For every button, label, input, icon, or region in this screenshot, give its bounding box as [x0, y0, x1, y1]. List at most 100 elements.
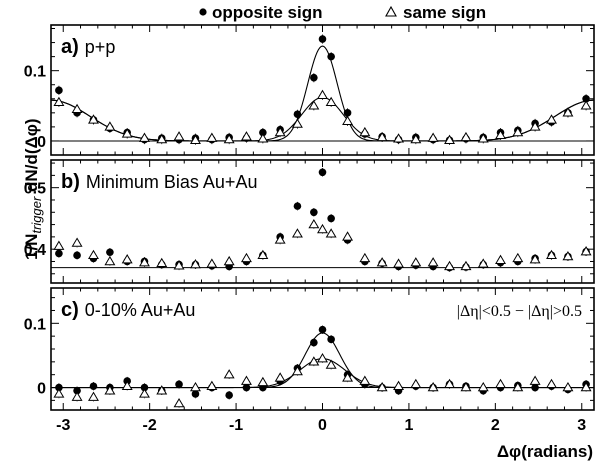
- point-same-sign: [512, 381, 524, 392]
- point-opposite-sign: [106, 248, 114, 257]
- point-opposite-sign: [343, 109, 352, 117]
- point-same-sign: [189, 134, 201, 144]
- point-opposite-sign: [318, 168, 327, 177]
- fit-curve: [51, 358, 594, 389]
- point-opposite-sign: [310, 338, 318, 347]
- point-opposite-sign: [55, 86, 63, 95]
- y-axis-label-suffix: dN/d(Δφ): [22, 118, 41, 196]
- y-tick-label: 0.1: [24, 316, 46, 333]
- point-same-sign: [359, 126, 371, 137]
- point-same-sign: [104, 385, 116, 395]
- point-opposite-sign: [89, 382, 98, 391]
- point-same-sign: [444, 260, 456, 271]
- point-same-sign: [308, 218, 320, 229]
- panel-annotation: |Δη|<0.5 − |Δη|>0.5: [457, 303, 582, 320]
- point-same-sign: [189, 258, 201, 269]
- point-same-sign: [257, 249, 269, 260]
- legend-opposite-marker: [199, 8, 207, 16]
- point-opposite-sign: [293, 202, 302, 210]
- point-opposite-sign: [55, 249, 63, 258]
- point-same-sign: [359, 375, 371, 385]
- point-same-sign: [138, 257, 150, 267]
- point-same-sign: [223, 133, 235, 144]
- panel-label: a) p+p: [61, 36, 115, 58]
- point-opposite-sign: [259, 128, 267, 137]
- x-tick-label: 3: [577, 417, 586, 434]
- point-same-sign: [317, 223, 328, 234]
- point-opposite-sign: [293, 110, 302, 119]
- point-same-sign: [53, 240, 65, 250]
- point-same-sign: [223, 255, 235, 266]
- fit-curve: [50, 96, 595, 142]
- point-same-sign: [376, 257, 388, 267]
- point-same-sign: [460, 381, 472, 392]
- panel-label: b) Minimum Bias Au+Au: [61, 171, 257, 193]
- x-tick-label: -1: [229, 417, 243, 434]
- point-same-sign: [104, 121, 116, 131]
- panel-label: c) 0-10% Au+Au: [61, 299, 195, 321]
- point-same-sign: [477, 133, 489, 143]
- point-same-sign: [138, 388, 150, 398]
- point-same-sign: [444, 134, 456, 144]
- point-same-sign: [495, 129, 507, 140]
- point-opposite-sign: [318, 35, 327, 43]
- point-same-sign: [546, 378, 557, 389]
- point-same-sign: [240, 131, 252, 141]
- point-opposite-sign: [531, 383, 539, 392]
- point-same-sign: [317, 353, 328, 363]
- x-tick-label: -2: [143, 417, 157, 434]
- point-same-sign: [546, 114, 557, 124]
- point-same-sign: [477, 381, 489, 392]
- point-same-sign: [173, 131, 185, 141]
- legend-same-marker: [385, 5, 397, 17]
- point-same-sign: [529, 375, 541, 385]
- x-tick-label: 1: [404, 417, 413, 434]
- point-same-sign: [291, 228, 303, 238]
- point-same-sign: [206, 132, 218, 142]
- point-same-sign: [53, 96, 65, 107]
- point-same-sign: [291, 365, 303, 376]
- point-same-sign: [206, 380, 218, 390]
- panel-name: 0-10% Au+Au: [85, 300, 196, 320]
- point-same-sign: [325, 359, 337, 369]
- point-same-sign: [88, 249, 99, 260]
- point-same-sign: [257, 133, 269, 143]
- y-axis-label-subscript: trigger: [29, 196, 44, 234]
- point-same-sign: [156, 385, 168, 395]
- y-tick-label: 0.4: [24, 242, 46, 259]
- point-same-sign: [274, 126, 286, 137]
- panel-name: p+p: [85, 37, 116, 57]
- point-opposite-sign: [175, 380, 183, 389]
- point-same-sign: [206, 258, 218, 268]
- panel-tag: c): [61, 299, 79, 321]
- point-same-sign: [274, 234, 286, 244]
- point-same-sign: [529, 254, 541, 264]
- point-same-sign: [71, 103, 83, 114]
- legend: opposite sign same sign: [199, 3, 486, 22]
- point-same-sign: [546, 249, 557, 260]
- panel-name: Minimum Bias Au+Au: [86, 172, 258, 192]
- point-same-sign: [562, 107, 574, 117]
- point-same-sign: [562, 381, 574, 392]
- point-same-sign: [156, 257, 168, 268]
- point-same-sign: [580, 381, 592, 392]
- point-same-sign: [376, 131, 388, 142]
- point-opposite-sign: [225, 391, 233, 400]
- point-same-sign: [308, 356, 320, 366]
- point-same-sign: [240, 252, 252, 263]
- point-same-sign: [71, 391, 83, 401]
- point-opposite-sign: [310, 208, 318, 217]
- point-same-sign: [359, 252, 371, 263]
- point-same-sign: [444, 378, 456, 389]
- point-same-sign: [274, 372, 286, 382]
- point-same-sign: [223, 369, 235, 379]
- point-opposite-sign: [318, 325, 327, 334]
- point-same-sign: [325, 96, 337, 107]
- point-opposite-sign: [327, 335, 335, 344]
- point-same-sign: [580, 246, 592, 256]
- point-same-sign: [173, 397, 185, 408]
- point-opposite-sign: [140, 383, 149, 392]
- point-same-sign: [104, 255, 116, 266]
- point-same-sign: [460, 260, 472, 271]
- point-same-sign: [460, 131, 472, 142]
